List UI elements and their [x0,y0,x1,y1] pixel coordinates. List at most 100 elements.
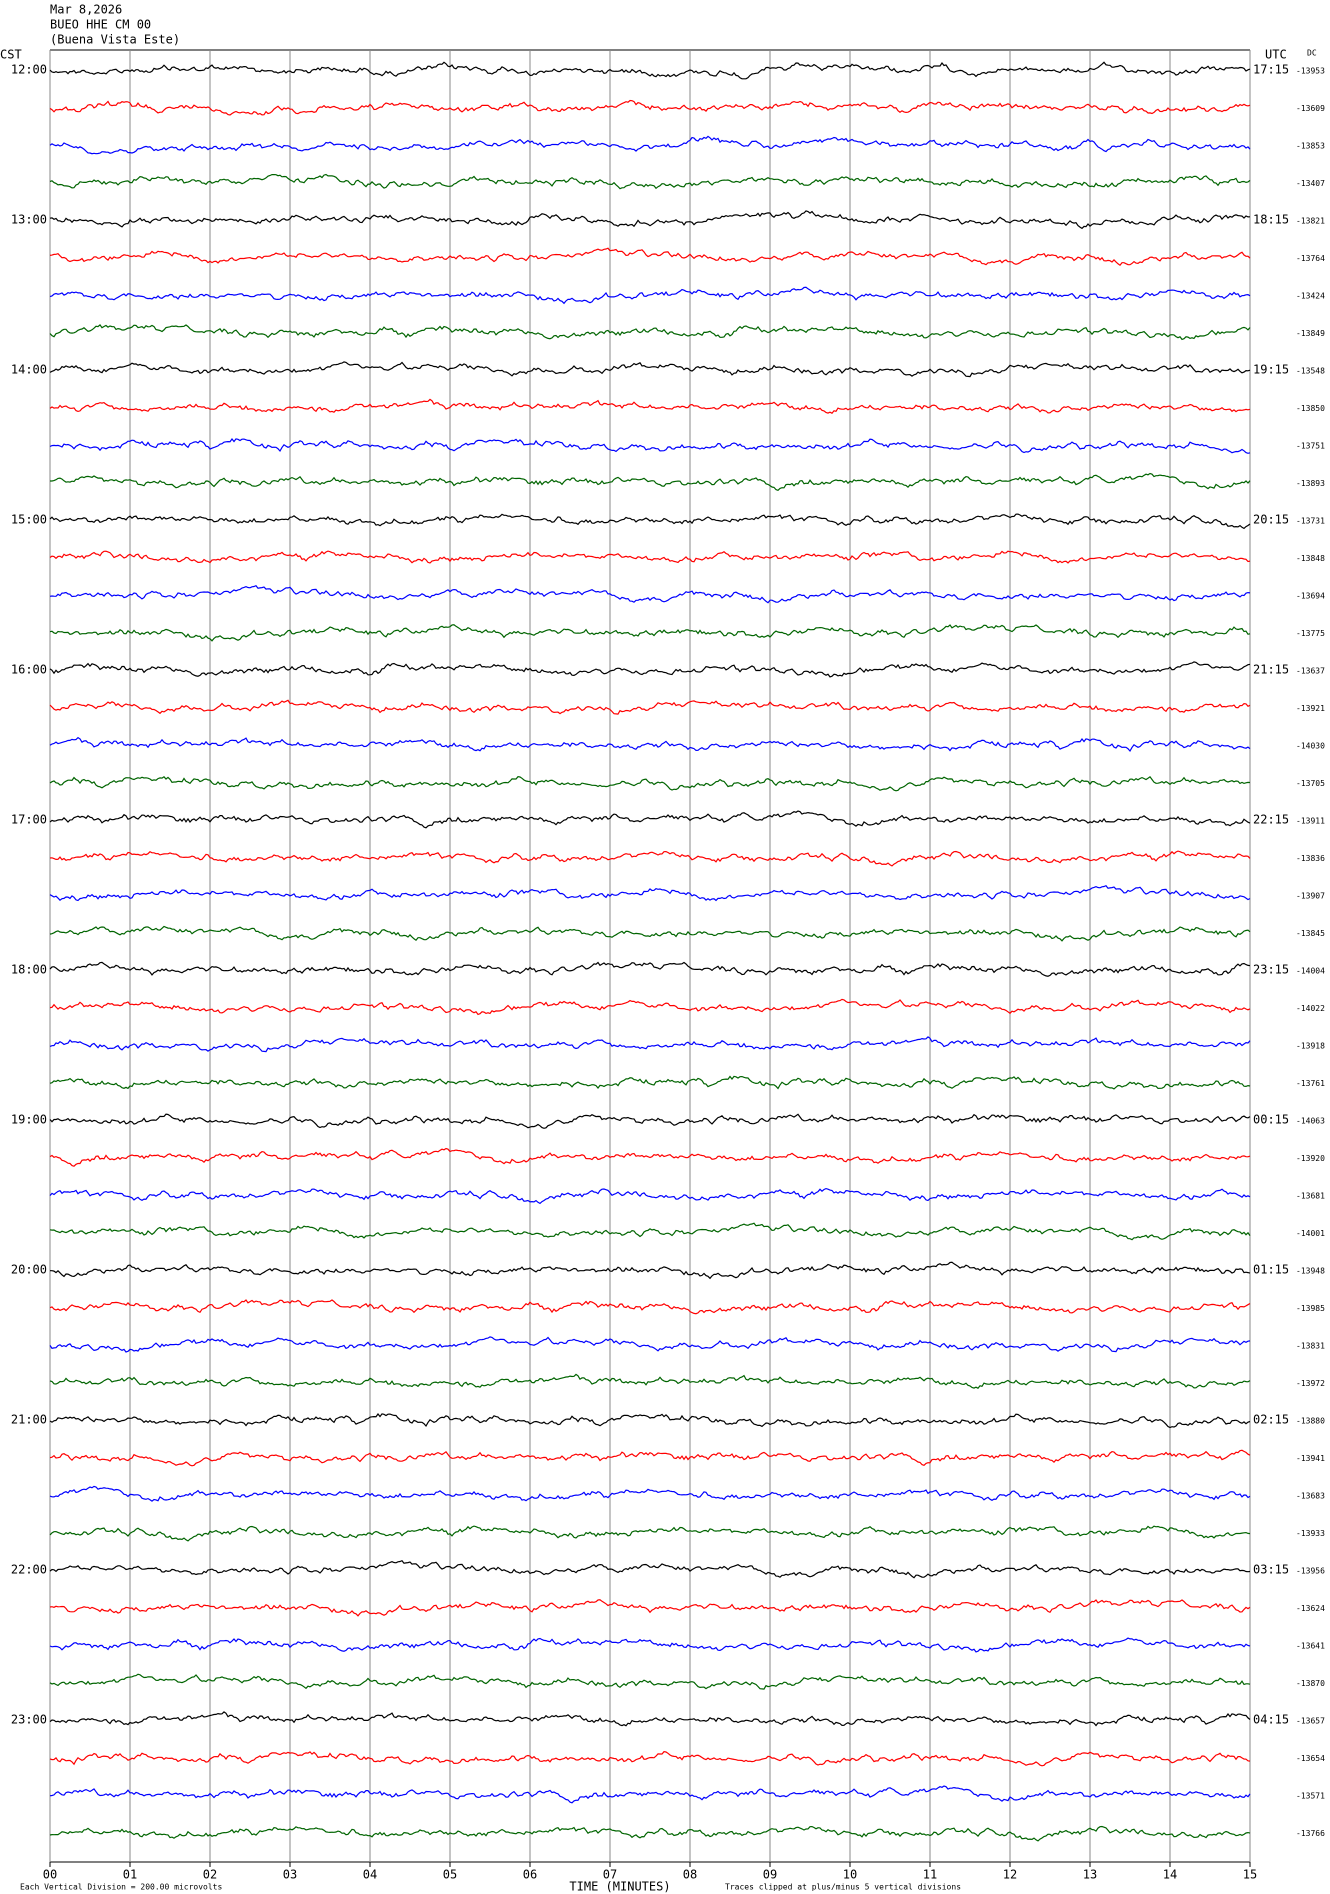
trace [49,775,1251,792]
dc-value: -14004 [1296,967,1325,976]
trace [49,438,1251,454]
dc-value: -14022 [1296,1004,1325,1013]
x-tick-label: 12 [1003,1868,1017,1882]
trace [49,1825,1251,1842]
cst-label: 13:00 [11,213,47,227]
cst-label: 18:00 [11,963,47,977]
scale-note: Each Vertical Division = 200.00 microvol… [20,1883,222,1892]
dc-value: -13571 [1296,1792,1325,1801]
dc-value: -13654 [1296,1754,1325,1763]
x-tick-label: 01 [123,1868,137,1882]
dc-value: -13821 [1296,217,1325,226]
trace [49,1485,1251,1502]
dc-value: -13920 [1296,1154,1325,1163]
dc-value: -13972 [1296,1379,1325,1388]
date: Mar 8,2026 [50,3,122,17]
cst-label: 20:00 [11,1263,47,1277]
dc-title: DC [1307,49,1317,58]
dc-value: -13705 [1296,779,1325,788]
dc-value: -13761 [1296,1079,1325,1088]
dc-value: -14063 [1296,1117,1325,1126]
dc-value: -13948 [1296,1267,1325,1276]
dc-value: -13870 [1296,1679,1325,1688]
trace [49,1559,1251,1579]
right-axis-title: UTC [1265,48,1287,62]
dc-value: -13681 [1296,1192,1325,1201]
dc-value: -13845 [1296,929,1325,938]
dc-value: -13953 [1296,67,1325,76]
clip-note: Traces clipped at plus/minus 5 vertical … [725,1883,961,1892]
dc-value: -13831 [1296,1342,1325,1351]
dc-value: -13731 [1296,517,1325,526]
dc-value: -13764 [1296,254,1325,263]
dc-value: -13933 [1296,1529,1325,1538]
x-tick-label: 05 [443,1868,457,1882]
dc-value: -13683 [1296,1492,1325,1501]
utc-label: 20:15 [1253,513,1289,527]
dc-value: -13609 [1296,104,1325,113]
utc-label: 00:15 [1253,1113,1289,1127]
dc-value: -13836 [1296,854,1325,863]
trace [49,1673,1251,1690]
x-tick-label: 08 [683,1868,697,1882]
trace [49,624,1251,642]
trace [49,1222,1251,1241]
x-tick-label: 10 [843,1868,857,1882]
trace [49,1075,1251,1090]
trace [49,1449,1251,1467]
utc-label: 03:15 [1253,1563,1289,1577]
utc-label: 22:15 [1253,813,1289,827]
x-tick-label: 00 [43,1868,57,1882]
trace [49,513,1251,530]
trace [49,850,1251,867]
utc-label: 18:15 [1253,213,1289,227]
dc-value: -13624 [1296,1604,1325,1613]
x-tick-label: 11 [923,1868,937,1882]
dc-value: -13766 [1296,1829,1325,1838]
cst-label: 22:00 [11,1563,47,1577]
x-tick-label: 14 [1163,1868,1177,1882]
x-tick-label: 15 [1243,1868,1257,1882]
trace [49,661,1251,678]
dc-value: -13751 [1296,442,1325,451]
trace [49,173,1251,190]
cst-label: 16:00 [11,663,47,677]
trace [49,998,1251,1016]
x-tick-label: 02 [203,1868,217,1882]
x-tick-label: 13 [1083,1868,1097,1882]
cst-label: 15:00 [11,513,47,527]
utc-label: 17:15 [1253,63,1289,77]
utc-label: 01:15 [1253,1263,1289,1277]
x-tick-label: 06 [523,1868,537,1882]
dc-value: -13918 [1296,1042,1325,1051]
trace [49,884,1251,902]
station: BUEO HHE CM 00 [50,18,151,32]
trace [49,810,1251,829]
trace [49,925,1251,942]
dc-value: -13694 [1296,592,1325,601]
trace [49,324,1251,341]
x-tick-label: 03 [283,1868,297,1882]
trace [49,135,1251,155]
trace [50,472,1251,491]
dc-value: -13985 [1296,1304,1325,1313]
cst-label: 14:00 [11,363,47,377]
utc-label: 04:15 [1253,1713,1289,1727]
cst-label: 21:00 [11,1413,47,1427]
dc-value: -13548 [1296,367,1325,376]
cst-label: 23:00 [11,1713,47,1727]
trace [49,1373,1251,1389]
dc-value: -13849 [1296,329,1325,338]
trace [49,1299,1251,1315]
utc-label: 02:15 [1253,1413,1289,1427]
trace [49,550,1251,564]
trace [49,247,1251,267]
dc-value: -13921 [1296,704,1325,713]
utc-label: 19:15 [1253,363,1289,377]
dc-value: -13407 [1296,179,1325,188]
trace [49,1413,1251,1429]
dc-value: -14030 [1296,742,1325,751]
x-axis-title: TIME (MINUTES) [569,1880,670,1894]
cst-label: 12:00 [11,63,47,77]
